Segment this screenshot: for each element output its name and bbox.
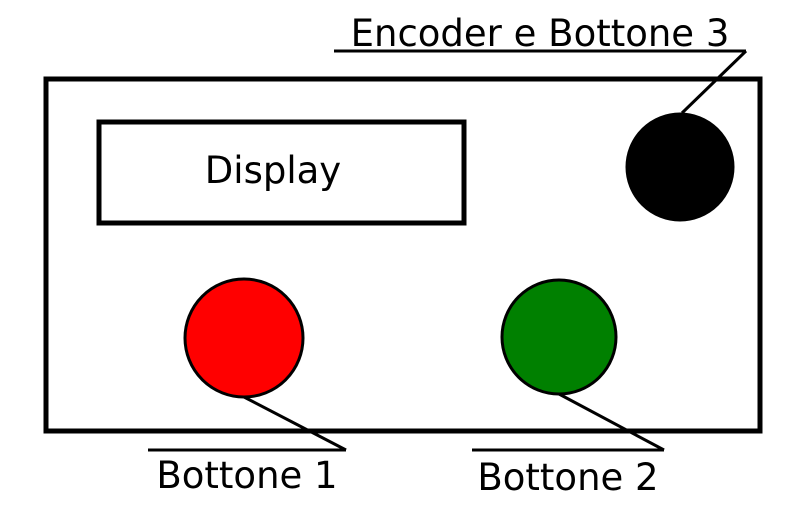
display-label: Display xyxy=(205,149,341,192)
button-2-label: Bottone 2 xyxy=(477,456,658,499)
button-2 xyxy=(500,278,618,396)
encoder-knob xyxy=(625,112,735,222)
button-1-leader-line xyxy=(243,395,347,452)
display-box xyxy=(96,119,467,226)
button-1-label: Bottone 1 xyxy=(156,454,337,497)
encoder-label: Encoder e Bottone 3 xyxy=(351,12,730,55)
encoder-leader-line xyxy=(680,49,748,115)
button-2-leader-line xyxy=(558,392,665,452)
button-1 xyxy=(183,277,305,399)
